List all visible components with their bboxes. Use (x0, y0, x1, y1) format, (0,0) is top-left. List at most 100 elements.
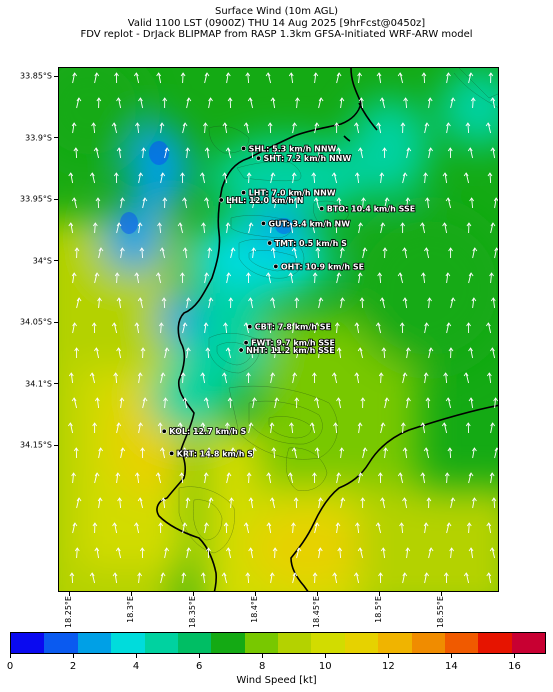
wind-arrow (447, 147, 453, 159)
wind-arrow (423, 172, 428, 184)
wind-arrow (362, 247, 368, 259)
wind-arrow (76, 97, 82, 109)
wind-arrow (339, 447, 345, 459)
wind-arrow (222, 172, 228, 184)
station-marker (247, 324, 253, 330)
wind-arrow (472, 447, 477, 459)
wind-arrow (380, 422, 386, 434)
wind-arrow (162, 97, 168, 109)
wind-arrow (180, 372, 186, 384)
station-label: NHT: 11.2 km/h SSE (246, 346, 335, 355)
wind-arrow (333, 222, 339, 234)
wind-arrow (314, 322, 320, 334)
wind-arrow (421, 72, 427, 84)
wind-arrow (270, 97, 276, 109)
station-label: KRT: 14.8 km/h S (177, 449, 254, 458)
colorbar-tick-mark (324, 654, 326, 658)
wind-arrow (252, 397, 257, 409)
wind-arrow (208, 497, 214, 509)
wind-arrow (317, 347, 323, 359)
wind-arrow (406, 347, 411, 359)
wind-arrow (314, 522, 320, 534)
wind-arrow (358, 222, 363, 234)
wind-arrow (446, 522, 452, 534)
wind-arrow (155, 472, 162, 484)
wind-arrow (182, 247, 188, 259)
wind-arrow (270, 247, 276, 259)
wind-arrow (117, 497, 122, 509)
wind-arrow (243, 522, 250, 534)
colorbar-tick-mark (198, 654, 200, 658)
wind-arrow (179, 472, 185, 484)
station-kol: KOL: 12.7 km/h S (161, 426, 247, 437)
wind-arrow (274, 397, 280, 409)
wind-arrow (288, 272, 294, 284)
lat-tick-label: 34.05°S (20, 317, 52, 327)
station-marker (241, 145, 247, 151)
wind-arrow (399, 322, 405, 334)
wind-arrow (164, 547, 170, 559)
wind-arrow (399, 522, 404, 534)
wind-arrow (340, 297, 345, 309)
wind-arrow (423, 247, 430, 259)
wind-arrow (288, 72, 294, 84)
wind-arrow (72, 522, 78, 534)
wind-arrow (185, 147, 191, 159)
wind-arrow (445, 272, 451, 284)
wind-arrow (423, 447, 430, 459)
wind-arrow (384, 397, 390, 409)
wind-arrow (229, 497, 234, 509)
lat-tick-mark (54, 383, 58, 384)
station-bto: BTO: 10.4 km/h SSE (319, 204, 416, 214)
coastline (156, 68, 498, 591)
wind-arrow (358, 97, 364, 109)
wind-arrow (292, 122, 297, 134)
wind-arrow (133, 72, 140, 84)
lon-tick-mark (130, 592, 132, 596)
wind-arrow (331, 172, 338, 184)
wind-arrow (177, 222, 184, 234)
lat-tick-label: 34°S (32, 256, 52, 265)
station-label: CBT: 7.8 km/h SE (255, 323, 331, 332)
station-label: LHL: 12.0 km/h N (226, 196, 303, 205)
wind-arrow (311, 172, 317, 184)
wind-arrow (159, 447, 166, 459)
wind-arrow (424, 197, 430, 209)
wind-arrow (336, 272, 342, 284)
wind-arrow (382, 147, 387, 159)
wind-arrow (493, 397, 498, 409)
wind-arrow (208, 97, 213, 109)
wind-arrow (112, 522, 118, 534)
wind-arrow (354, 322, 360, 334)
wind-arrow (443, 372, 448, 384)
wind-arrow (206, 547, 211, 559)
wind-arrow (155, 272, 162, 284)
wind-arrow (354, 172, 360, 184)
station-marker (273, 263, 279, 269)
blue-core-3 (275, 218, 293, 234)
wind-arrow (204, 72, 210, 84)
wind-arrow (207, 247, 213, 259)
wind-arrow (266, 522, 272, 534)
wind-arrow (314, 122, 320, 134)
wind-arrow (318, 97, 324, 109)
wind-arrow (182, 397, 188, 409)
wind-arrow (336, 72, 342, 84)
wind-arrow (359, 297, 365, 309)
station-label: FWT: 9.7 km/h SSE (251, 339, 335, 348)
wind-arrow (406, 397, 411, 409)
wind-arrow (468, 397, 474, 409)
wind-arrow (292, 572, 298, 584)
wind-arrow (94, 272, 100, 284)
wind-arrow (137, 572, 143, 584)
wind-arrow (225, 72, 231, 84)
wind-arrow (355, 522, 360, 534)
wind-arrow (291, 322, 297, 334)
wind-arrow (203, 472, 209, 484)
wind-arrow (140, 447, 145, 459)
wind-arrow (490, 347, 496, 359)
wind-arrow (442, 222, 448, 234)
wind-arrow (201, 222, 206, 234)
